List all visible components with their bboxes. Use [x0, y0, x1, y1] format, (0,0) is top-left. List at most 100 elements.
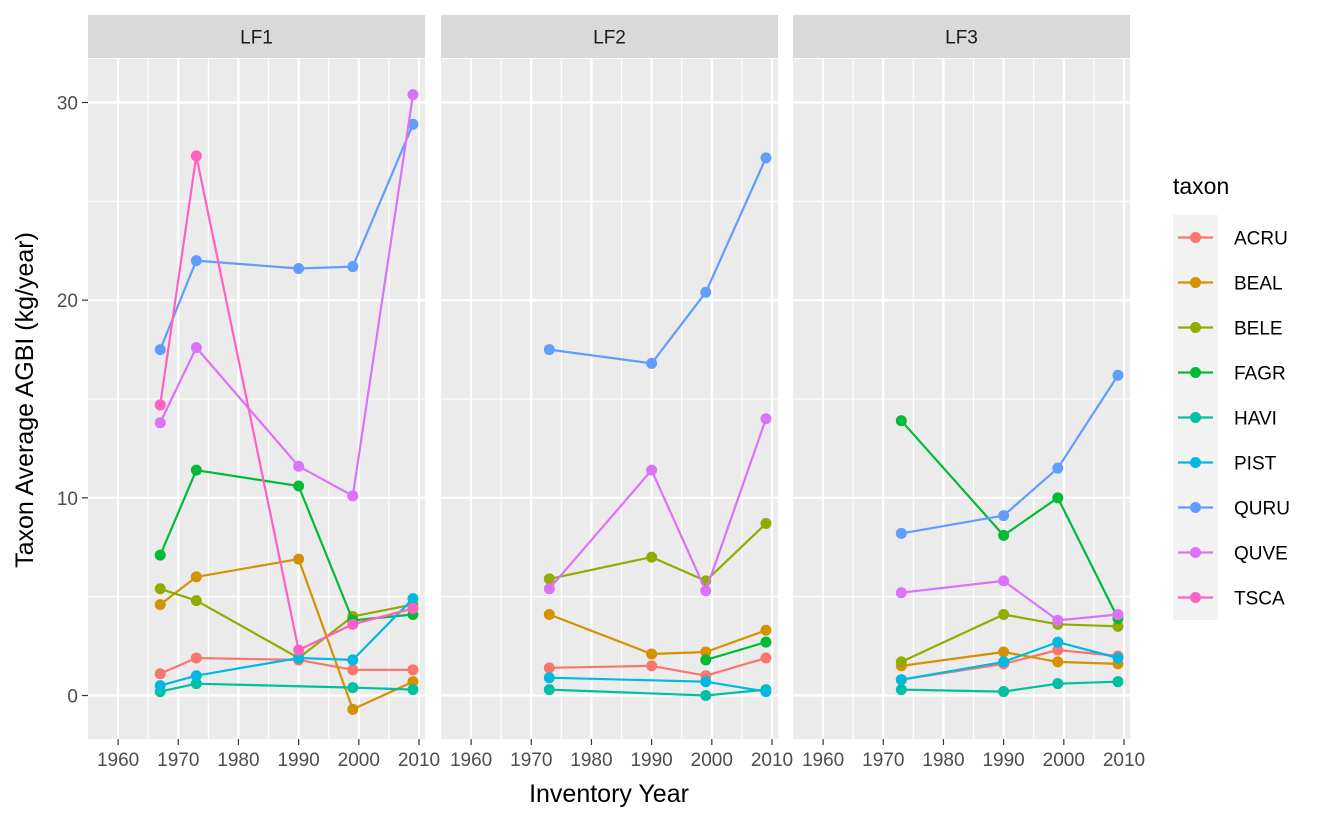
legend-label: HAVI [1234, 409, 1277, 430]
series-line [549, 522, 767, 583]
data-point [293, 553, 305, 565]
facet-strip [88, 15, 425, 58]
series-line [901, 579, 1119, 622]
data-point [543, 608, 555, 620]
x-tick-label: 2000 [338, 750, 380, 771]
data-point [1052, 614, 1064, 626]
x-tick-label: 2000 [1043, 750, 1085, 771]
data-point [1112, 676, 1124, 688]
series-line [549, 157, 768, 365]
x-axis-title: Inventory Year [529, 780, 689, 808]
data-point [700, 690, 712, 702]
data-point [293, 652, 305, 664]
data-point [407, 603, 419, 615]
legend-label: ACRU [1234, 229, 1288, 250]
legend-item-quve: QUVE [1173, 530, 1288, 575]
x-tick-label: 1970 [510, 750, 552, 771]
data-point [154, 599, 166, 611]
legend-key-point [1190, 232, 1201, 243]
data-point [998, 686, 1010, 698]
panel-lf3: LF3 1960 1970 1980 1990 2000 2010 [793, 15, 1145, 771]
data-point [895, 656, 907, 668]
legend: taxon ACRU BEAL BELE FAGR HAVI PIST QURU QUVE TS… [1173, 173, 1290, 620]
data-point [646, 551, 658, 563]
data-point [1052, 636, 1064, 648]
y-tick-label: 0 [67, 687, 78, 708]
data-point [543, 583, 555, 595]
data-point [154, 668, 166, 680]
x-tick-label: 1980 [217, 750, 259, 771]
series-fagr [700, 636, 772, 666]
data-point [347, 703, 359, 715]
y-tick-label: 30 [57, 93, 78, 114]
legend-key-point [1190, 367, 1201, 378]
series-line [901, 374, 1119, 535]
series-line [901, 650, 1119, 667]
data-point [760, 636, 772, 648]
panel-lf2: LF2 1960 1970 1980 1990 2000 2010 [441, 15, 793, 771]
data-point [347, 682, 359, 694]
x-tick-label: 1990 [277, 750, 319, 771]
data-point [347, 664, 359, 676]
series-tsca [154, 150, 419, 656]
data-point [293, 480, 305, 492]
x-tick-label: 2010 [398, 750, 440, 771]
data-point [154, 583, 166, 595]
data-point [700, 654, 712, 666]
x-tick-label: 2000 [691, 750, 733, 771]
series-line [901, 640, 1119, 681]
data-point [1112, 608, 1124, 620]
legend-key-point [1190, 547, 1201, 558]
y-tick-label: 20 [57, 291, 78, 312]
legend-key-point [1190, 592, 1201, 603]
legend-item-pist: PIST [1173, 440, 1277, 485]
data-point [190, 670, 202, 682]
legend-key-point [1190, 412, 1201, 423]
data-point [190, 255, 202, 267]
series-beal [154, 553, 419, 715]
series-line [548, 418, 768, 592]
series-quru [154, 118, 419, 356]
legend-item-tsca: TSCA [1173, 575, 1285, 620]
data-point [154, 680, 166, 692]
data-point [407, 676, 419, 688]
y-axis-title: Taxon Average AGBI (kg/year) [11, 232, 39, 568]
legend-item-havi: HAVI [1173, 395, 1277, 440]
legend-item-fagr: FAGR [1173, 350, 1286, 395]
series-line [159, 682, 414, 693]
x-tick-label: 1980 [922, 750, 964, 771]
data-point [543, 344, 555, 356]
legend-key-point [1190, 457, 1201, 468]
legend-label: FAGR [1234, 364, 1286, 385]
facet-strip-label: LF1 [240, 28, 273, 49]
data-point [347, 618, 359, 630]
data-point [293, 263, 305, 275]
legend-label: BEAL [1234, 274, 1283, 295]
series-line [548, 613, 767, 656]
data-point [646, 357, 658, 369]
data-point [347, 654, 359, 666]
series-havi [543, 684, 772, 702]
legend-label: PIST [1234, 454, 1277, 475]
data-point [190, 652, 202, 664]
data-point [646, 660, 658, 672]
data-point [407, 118, 419, 130]
series-pist [895, 636, 1124, 686]
legend-label: TSCA [1234, 589, 1285, 610]
series-pist [543, 672, 772, 698]
facet-strip [441, 15, 778, 58]
data-point [1052, 656, 1064, 668]
legend-key-point [1190, 322, 1201, 333]
data-point [760, 624, 772, 636]
data-point [895, 415, 907, 427]
legend-label: QURU [1234, 499, 1290, 520]
series-line [705, 641, 767, 661]
legend-item-bele: BELE [1173, 305, 1283, 350]
data-point [760, 686, 772, 698]
data-point [998, 529, 1010, 541]
data-point [760, 152, 772, 164]
data-point [190, 571, 202, 583]
data-point [646, 464, 658, 476]
x-tick-label: 2010 [751, 750, 793, 771]
data-point [1112, 652, 1124, 664]
